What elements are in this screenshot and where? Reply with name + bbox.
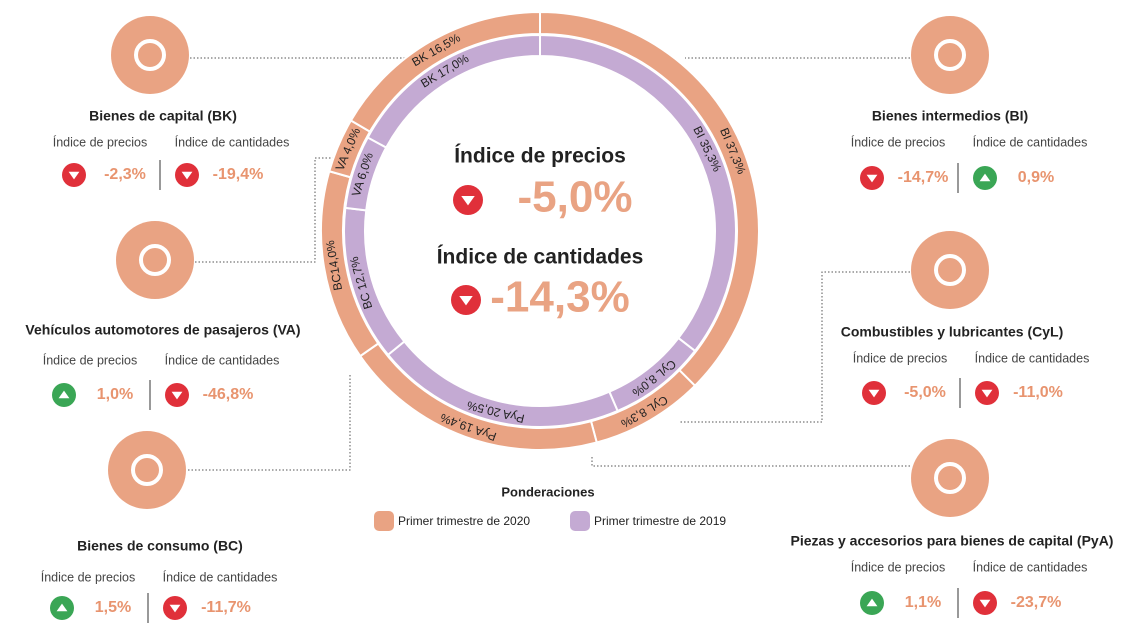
- price-label: Índice de precios: [41, 569, 136, 584]
- legend-title: Ponderaciones: [501, 484, 594, 499]
- panel-title: Combustibles y lubricantes (CyL): [841, 324, 1063, 340]
- trend-arrow: [171, 391, 183, 400]
- qty-label: Índice de cantidades: [165, 352, 280, 367]
- trend-arrow: [461, 195, 475, 206]
- icon-glyph: [131, 454, 163, 486]
- icon-glyph: [934, 462, 966, 494]
- price-label: Índice de precios: [853, 350, 948, 365]
- price-value: -5,0%: [904, 384, 946, 401]
- qty-label: Índice de cantidades: [175, 134, 290, 149]
- trend-arrow: [866, 598, 878, 607]
- trend-arrow: [169, 604, 181, 613]
- price-value: -14,7%: [898, 169, 949, 186]
- icon-glyph: [934, 39, 966, 71]
- qty-value: 0,9%: [1018, 169, 1054, 186]
- trend-arrow: [56, 603, 68, 612]
- icon-glyph: [134, 39, 166, 71]
- price-value: 1,1%: [905, 594, 941, 611]
- qty-label: Índice de cantidades: [975, 350, 1090, 365]
- panel-icon: [116, 221, 194, 299]
- legend-swatch: [374, 511, 394, 531]
- qty-value: -19,4%: [213, 166, 264, 183]
- connector: [195, 157, 345, 263]
- panel-icon: [911, 439, 989, 517]
- trend-arrow: [58, 390, 70, 399]
- panel-title: Bienes de capital (BK): [89, 108, 237, 124]
- price-value: 1,5%: [95, 599, 131, 616]
- price-value: -2,3%: [104, 166, 146, 183]
- price-label: Índice de precios: [851, 134, 946, 149]
- price-value: 1,0%: [97, 386, 133, 403]
- price-label: Índice de precios: [851, 559, 946, 574]
- panel-title: Vehículos automotores de pasajeros (VA): [25, 322, 300, 338]
- panel-icon: [111, 16, 189, 94]
- trend-arrow: [181, 171, 193, 180]
- connector: [591, 455, 910, 467]
- panel-title: Bienes de consumo (BC): [77, 538, 243, 554]
- price-label: Índice de precios: [53, 134, 148, 149]
- trend-arrow: [981, 389, 993, 398]
- donut-segment: [366, 33, 541, 149]
- icon-glyph: [139, 244, 171, 276]
- qty-label: Índice de cantidades: [973, 559, 1088, 574]
- legend-label: Primer trimestre de 2020: [398, 514, 530, 528]
- center-label: Índice de precios: [454, 145, 626, 168]
- connector: [680, 271, 910, 423]
- trend-arrow: [868, 389, 880, 398]
- panel-icon: [911, 231, 989, 309]
- panel-title: Bienes intermedios (BI): [872, 108, 1028, 124]
- panel-icon: [911, 16, 989, 94]
- qty-value: -46,8%: [203, 386, 254, 403]
- trend-arrow: [68, 171, 80, 180]
- qty-value: -11,0%: [1013, 384, 1063, 401]
- panel-icon: [108, 431, 186, 509]
- connector: [190, 57, 421, 70]
- connector: [188, 375, 351, 471]
- center-value: -5,0%: [518, 173, 633, 222]
- trend-arrow: [459, 295, 473, 306]
- center-label: Índice de cantidades: [437, 246, 644, 269]
- qty-label: Índice de cantidades: [163, 569, 278, 584]
- qty-label: Índice de cantidades: [973, 134, 1088, 149]
- trend-arrow: [866, 174, 878, 183]
- price-label: Índice de precios: [43, 352, 138, 367]
- panel-title: Piezas y accesorios para bienes de capit…: [791, 533, 1114, 549]
- qty-value: -11,7%: [201, 599, 251, 616]
- trend-arrow: [979, 173, 991, 182]
- center-value: -14,3%: [490, 273, 629, 322]
- trend-arrow: [979, 599, 991, 608]
- qty-value: -23,7%: [1011, 594, 1062, 611]
- legend-label: Primer trimestre de 2019: [594, 514, 726, 528]
- icon-glyph: [934, 254, 966, 286]
- legend-swatch: [570, 511, 590, 531]
